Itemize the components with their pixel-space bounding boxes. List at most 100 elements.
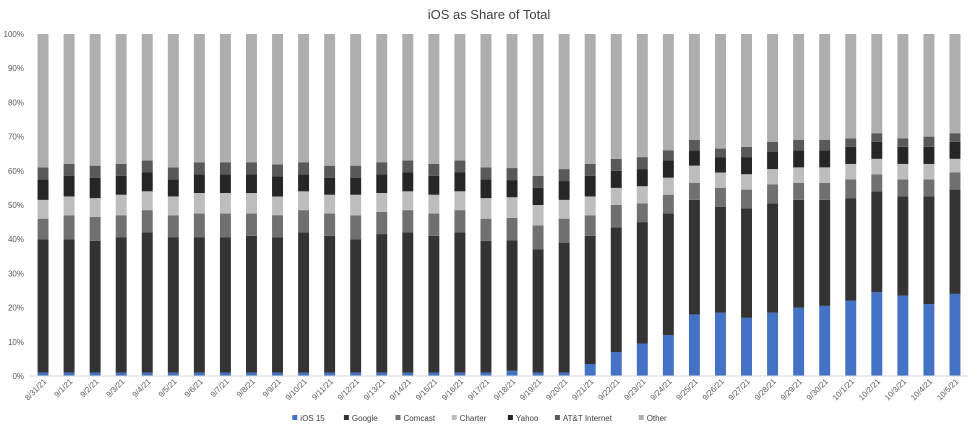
x-tick-label: 9/16/21 bbox=[440, 377, 466, 403]
bar-segment bbox=[793, 182, 805, 200]
bar-segment bbox=[37, 239, 49, 373]
bar-segment bbox=[715, 187, 726, 207]
bar-segment bbox=[636, 343, 648, 376]
legend-swatch bbox=[554, 415, 560, 420]
bar-segment bbox=[480, 218, 492, 241]
bar-stack bbox=[871, 34, 883, 376]
bar-segment bbox=[63, 215, 75, 240]
bar-segment bbox=[871, 141, 883, 159]
y-tick-label: 80% bbox=[8, 98, 24, 107]
bar-segment bbox=[767, 34, 779, 142]
bar-segment bbox=[897, 295, 909, 376]
x-tick-label: 9/18/21 bbox=[492, 377, 518, 403]
x-axis-labels: 8/31/21 9/1/21 9/2/21 9/3/21 9/4/21 9/5/21 9/6… bbox=[23, 377, 961, 403]
bar-segment bbox=[923, 146, 935, 164]
bar-stack bbox=[63, 34, 75, 376]
bar-segment bbox=[741, 317, 752, 376]
x-tick-label: 9/21/21 bbox=[570, 377, 596, 403]
bar-segment bbox=[428, 194, 440, 214]
bar-segment bbox=[949, 141, 961, 159]
bar-segment bbox=[167, 215, 179, 238]
bar-stack bbox=[480, 34, 492, 376]
bar-stack bbox=[949, 34, 961, 376]
bar-segment bbox=[402, 160, 414, 173]
bar-segment bbox=[272, 372, 283, 376]
bar-segment bbox=[324, 372, 336, 376]
bar-segment bbox=[636, 34, 648, 158]
bar-segment bbox=[767, 203, 779, 313]
bar-stack bbox=[219, 34, 231, 376]
bar-stack bbox=[767, 34, 779, 376]
bar-segment bbox=[923, 179, 935, 197]
bar-segment bbox=[767, 184, 779, 204]
bar-segment bbox=[324, 165, 336, 178]
bar-segment bbox=[715, 206, 726, 313]
x-tick-label: 10/3/21 bbox=[883, 377, 909, 403]
bar-segment bbox=[402, 210, 414, 233]
bar-segment bbox=[584, 235, 596, 365]
bar-segment bbox=[793, 307, 805, 376]
bar-segment bbox=[845, 146, 857, 164]
bar-segment bbox=[793, 150, 805, 168]
bar-segment bbox=[37, 372, 49, 376]
bar-segment bbox=[272, 164, 283, 177]
bar-stack bbox=[845, 34, 857, 376]
bar-segment bbox=[845, 163, 857, 180]
bar-segment bbox=[141, 232, 153, 373]
bar-segment bbox=[115, 194, 127, 216]
x-tick-label: 10/5/21 bbox=[935, 377, 961, 403]
bar-segment bbox=[193, 162, 205, 175]
bar-segment bbox=[376, 372, 388, 376]
legend-label: AT&T Internet bbox=[563, 414, 613, 423]
bar-segment bbox=[688, 182, 700, 200]
bar-segment bbox=[741, 146, 752, 158]
bar-segment bbox=[610, 158, 622, 171]
x-tick-label: 9/3/21 bbox=[105, 377, 127, 399]
y-tick-label: 60% bbox=[8, 167, 24, 176]
bar-segment bbox=[845, 179, 857, 199]
bar-segment bbox=[897, 34, 909, 139]
bar-segment bbox=[219, 213, 231, 238]
bar-segment bbox=[193, 174, 205, 194]
bar-segment bbox=[115, 175, 127, 195]
bar-segment bbox=[558, 181, 570, 200]
bar-segment bbox=[167, 196, 179, 216]
bar-segment bbox=[454, 372, 466, 376]
bar-segment bbox=[741, 34, 752, 147]
bar-segment bbox=[688, 314, 700, 376]
bar-segment bbox=[897, 163, 909, 180]
bar-segment bbox=[376, 234, 388, 373]
legend-swatch bbox=[292, 415, 298, 420]
bar-segment bbox=[63, 175, 75, 197]
bar-segment bbox=[480, 198, 492, 219]
bar-segment bbox=[115, 215, 127, 238]
x-tick-label: 9/19/21 bbox=[518, 377, 544, 403]
bar-segment bbox=[37, 199, 49, 219]
x-tick-label: 9/4/21 bbox=[131, 377, 153, 399]
bar-segment bbox=[428, 163, 440, 176]
legend-swatch bbox=[638, 415, 644, 420]
bar-segment bbox=[89, 177, 101, 199]
bar-segment bbox=[480, 179, 492, 199]
bar-stack bbox=[610, 34, 622, 376]
x-tick-label: 9/1/21 bbox=[52, 377, 74, 399]
x-tick-label: 9/23/21 bbox=[622, 377, 648, 403]
bar-stack bbox=[923, 34, 935, 376]
x-tick-label: 9/12/21 bbox=[336, 377, 362, 403]
bar-segment bbox=[428, 213, 440, 236]
bar-segment bbox=[871, 133, 883, 142]
x-tick-label: 9/7/21 bbox=[209, 377, 231, 399]
bar-segment bbox=[193, 237, 205, 373]
bar-segment bbox=[949, 172, 961, 190]
bar-segment bbox=[246, 372, 257, 376]
x-tick-label: 9/25/21 bbox=[675, 377, 701, 403]
bar-segment bbox=[376, 34, 388, 163]
bar-segment bbox=[584, 364, 596, 376]
bar-stack bbox=[532, 34, 544, 376]
legend-item: Yahoo bbox=[507, 414, 539, 423]
bar-segment bbox=[662, 160, 674, 178]
bar-segment bbox=[923, 163, 935, 180]
bar-segment bbox=[167, 179, 179, 197]
bar-segment bbox=[219, 193, 231, 214]
